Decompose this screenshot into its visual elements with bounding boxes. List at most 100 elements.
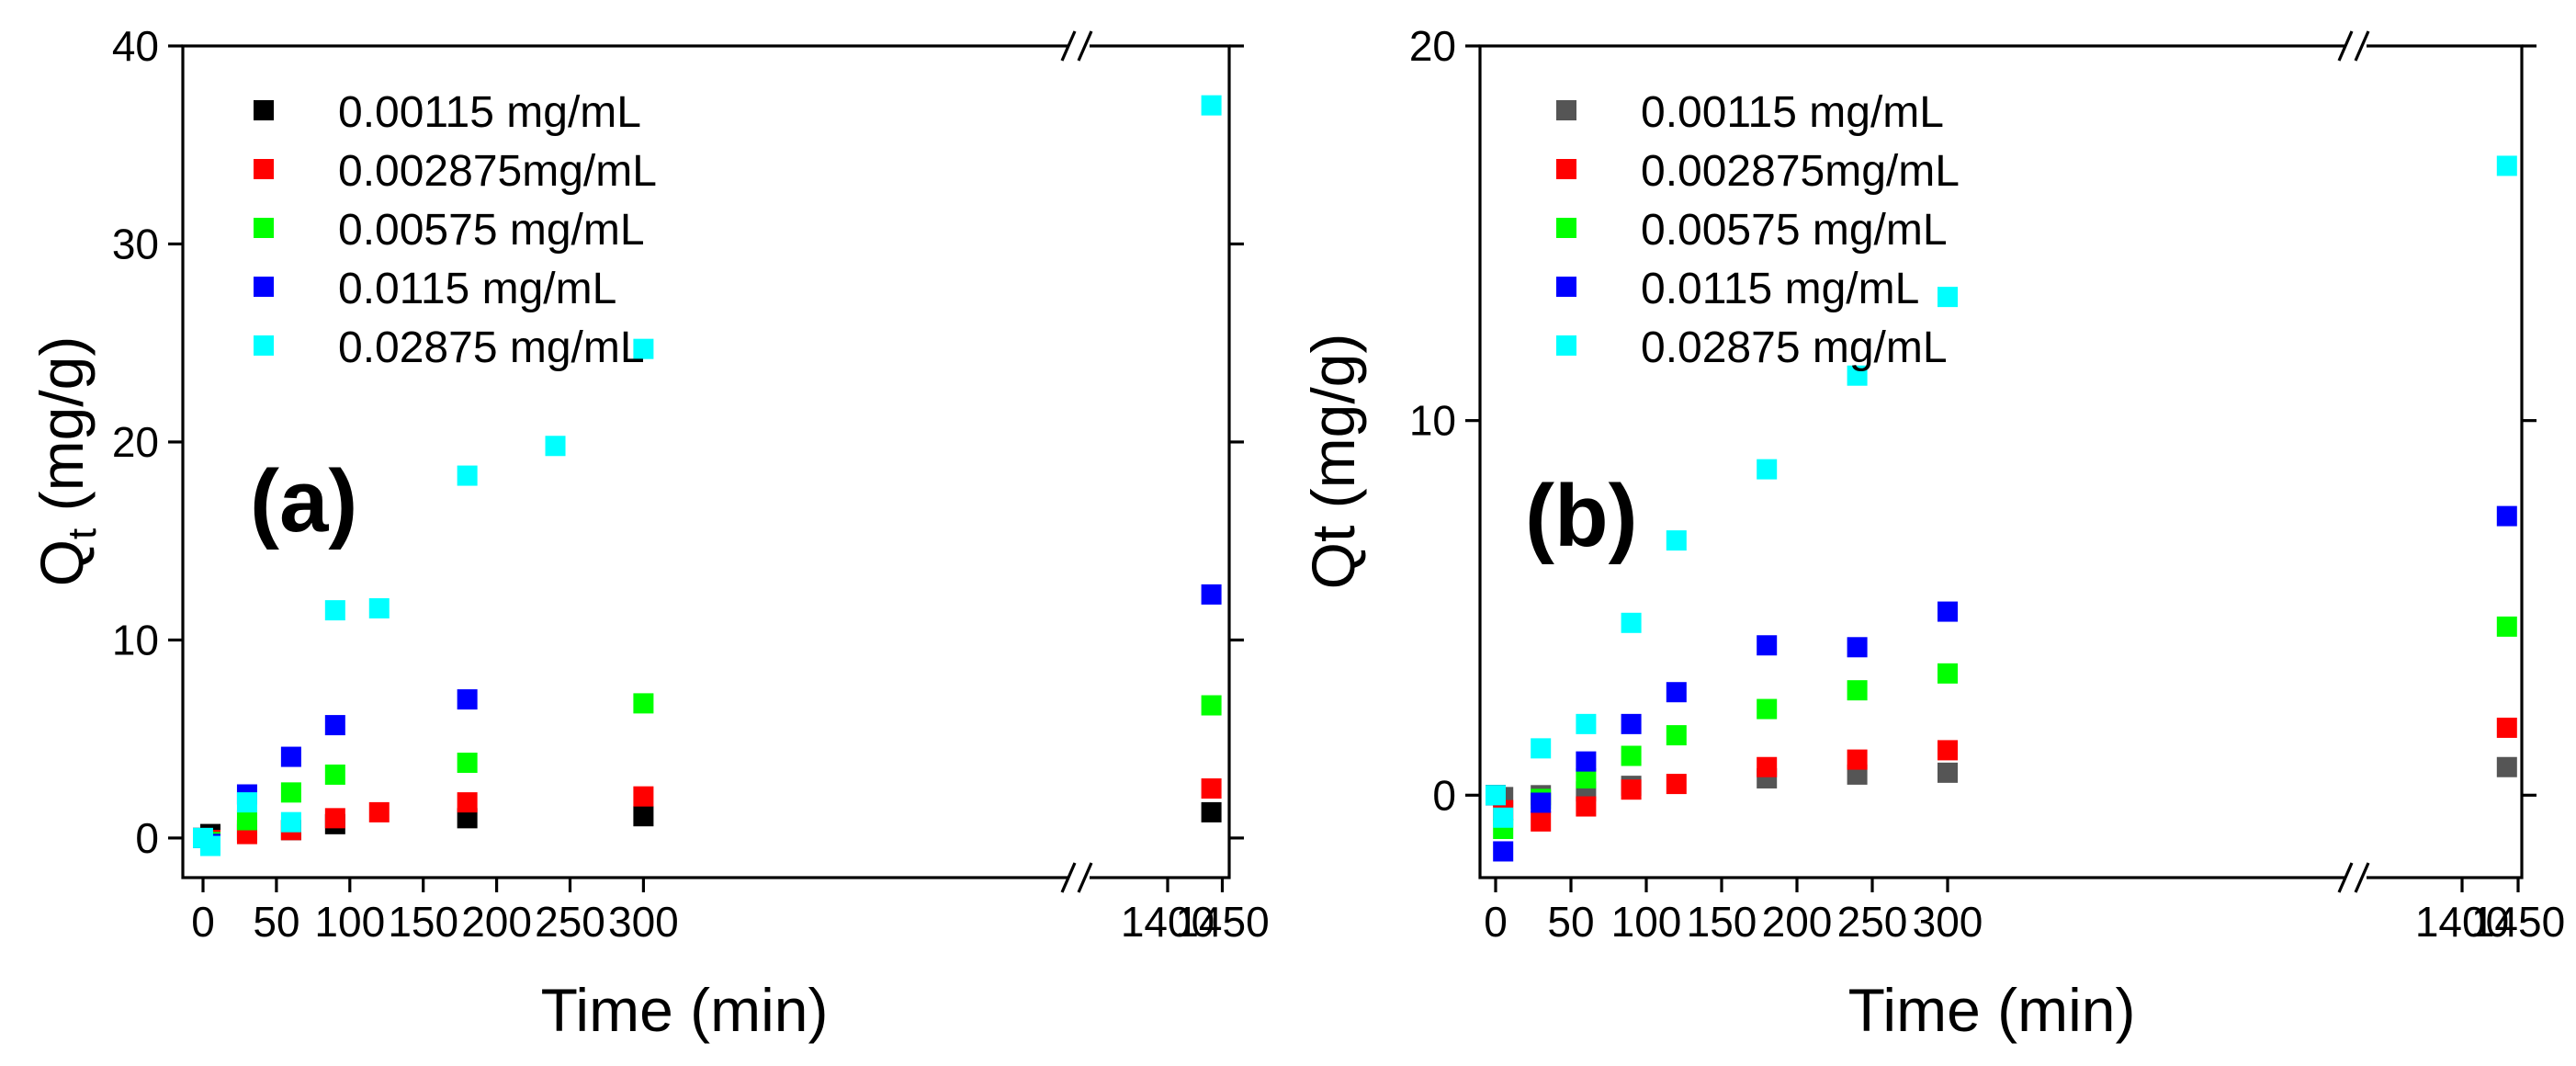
legend-marker	[254, 159, 274, 179]
data-point	[457, 689, 478, 710]
data-point	[1621, 779, 1642, 800]
data-point	[1666, 682, 1687, 703]
legend-marker	[1556, 100, 1576, 120]
data-point	[1576, 713, 1597, 734]
y-axis-title: Qt (mg/g)	[28, 336, 105, 587]
data-point	[2496, 756, 2517, 777]
data-point	[368, 597, 390, 618]
x-tick-label: 0	[1484, 898, 1508, 946]
legend-label: 0.02875 mg/mL	[1641, 323, 1948, 372]
data-point	[1531, 738, 1552, 759]
data-point	[1201, 95, 1222, 116]
x-tick-label: 50	[1547, 898, 1594, 946]
legend-marker	[254, 218, 274, 238]
y-tick-label: 40	[112, 22, 159, 70]
data-point	[1201, 695, 1222, 716]
y-axis-title: Qt (mg/g)	[1299, 334, 1367, 590]
data-point	[1576, 767, 1597, 788]
data-point	[324, 808, 345, 829]
data-point	[2496, 616, 2517, 637]
legend-marker	[1556, 159, 1576, 179]
data-point	[2496, 717, 2517, 738]
data-point	[633, 786, 654, 807]
x-tick-label: 1450	[2471, 898, 2565, 946]
legend-marker	[1556, 335, 1576, 356]
axis-break-mark	[1077, 862, 1093, 893]
data-point	[1621, 745, 1642, 766]
data-point	[1531, 811, 1552, 832]
x-tick-label: 300	[1913, 898, 1983, 946]
data-point	[1938, 601, 1958, 622]
data-point	[280, 782, 301, 803]
data-point	[1757, 698, 1778, 720]
x-tick-label: 1400	[2415, 898, 2509, 946]
x-tick-label: 1450	[1175, 898, 1269, 946]
data-point	[1621, 713, 1642, 734]
legend-marker	[254, 335, 274, 356]
legend-label: 0.002875mg/mL	[338, 147, 657, 196]
data-point	[1486, 785, 1506, 806]
y-tick-label: 0	[1432, 771, 1456, 819]
data-point	[633, 693, 654, 714]
data-point	[1666, 725, 1687, 746]
y-tick-label: 30	[112, 220, 159, 267]
panel-label: (a)	[250, 452, 357, 550]
data-point	[545, 436, 566, 457]
y-axis-title-main: Qt	[1299, 526, 1367, 590]
y-tick-label: 20	[1409, 22, 1456, 70]
x-tick-label: 200	[461, 898, 532, 946]
x-tick-label: 300	[608, 898, 679, 946]
legend-label: 0.00575 mg/mL	[1641, 206, 1948, 255]
data-point	[1847, 749, 1868, 770]
data-point	[457, 792, 478, 813]
data-point	[1493, 807, 1514, 828]
axis-break-mark	[1060, 862, 1077, 893]
y-axis-title-units: (mg/g)	[28, 336, 96, 528]
data-point	[1938, 663, 1958, 684]
data-point	[1576, 751, 1597, 772]
data-point	[633, 338, 654, 359]
y-tick-label: 10	[112, 616, 159, 663]
x-tick-label: 150	[1687, 898, 1757, 946]
data-point	[368, 801, 390, 822]
data-point	[236, 792, 257, 813]
legend-label: 0.00115 mg/mL	[338, 88, 641, 137]
y-axis-title-units: (mg/g)	[1299, 334, 1367, 526]
data-point	[1201, 778, 1222, 800]
plot-frame	[181, 44, 1231, 879]
legend-marker	[1556, 277, 1576, 297]
x-tick-label: 200	[1762, 898, 1833, 946]
data-point	[1938, 740, 1958, 761]
x-tick-label: 250	[1837, 898, 1908, 946]
data-point	[1201, 801, 1222, 822]
legend-label: 0.0115 mg/mL	[338, 265, 616, 313]
y-tick-label: 20	[112, 418, 159, 466]
axis-break-mark	[2354, 862, 2370, 893]
y-tick-label: 0	[135, 814, 159, 862]
legend-label: 0.002875mg/mL	[1641, 147, 1960, 196]
y-axis-title-main: Q	[28, 539, 96, 586]
data-point	[236, 810, 257, 831]
data-point	[457, 465, 478, 486]
data-point	[2496, 505, 2517, 527]
x-axis-title: Time (min)	[541, 976, 829, 1044]
data-point	[1847, 680, 1868, 701]
x-tick-label: 100	[1611, 898, 1682, 946]
legend-label: 0.00575 mg/mL	[338, 206, 645, 255]
axis-break-mark	[2337, 862, 2354, 893]
x-tick-label: 150	[388, 898, 458, 946]
data-point	[1666, 530, 1687, 551]
plot-frame	[1478, 44, 2524, 879]
legend-marker	[254, 100, 274, 120]
legend-label: 0.02875 mg/mL	[338, 323, 645, 372]
data-point	[1531, 792, 1552, 813]
data-point	[1938, 762, 1958, 783]
data-point	[1621, 612, 1642, 633]
x-axis-title: Time (min)	[1848, 976, 2136, 1044]
data-point	[1666, 774, 1687, 795]
axis-break-mark	[2337, 30, 2354, 62]
data-point	[1938, 287, 1958, 308]
data-point	[457, 753, 478, 774]
